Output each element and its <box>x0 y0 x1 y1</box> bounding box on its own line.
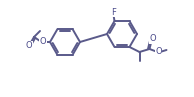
Text: F: F <box>111 8 116 17</box>
Text: O: O <box>40 38 46 46</box>
Text: O: O <box>150 35 156 43</box>
Text: O: O <box>155 48 162 56</box>
Text: O: O <box>26 42 32 51</box>
